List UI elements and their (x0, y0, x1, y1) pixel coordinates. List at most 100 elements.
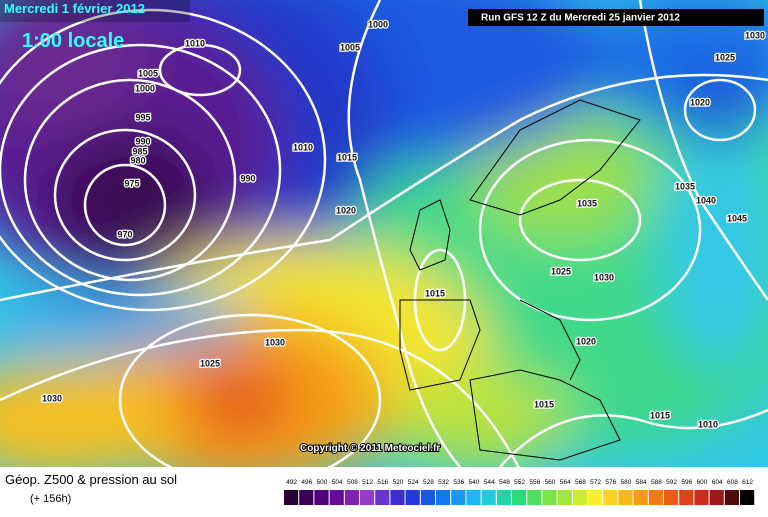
scale-cell (496, 490, 511, 505)
scale-cell (527, 490, 542, 505)
scale-label: 496 (301, 479, 312, 486)
scale-cell (618, 490, 633, 505)
copyright: Copyright © 2011 Meteociel.fr (300, 443, 440, 454)
scale-label: 500 (317, 479, 328, 486)
isobar-label: 1025 (715, 52, 735, 62)
scale-cell (664, 490, 679, 505)
scale-label: 508 (347, 479, 358, 486)
isobar-label: 1030 (594, 272, 614, 282)
scale-label: 580 (621, 479, 632, 486)
isobar-label: 980 (130, 155, 145, 165)
scale-label: 612 (742, 479, 753, 486)
date-box (0, 0, 190, 22)
scale-label: 568 (575, 479, 586, 486)
isobar-label: 1005 (138, 68, 158, 78)
isobar-label: 1005 (340, 42, 360, 52)
scale-cell (709, 490, 724, 505)
scale-label: 584 (636, 479, 647, 486)
isobar-label: 1015 (534, 399, 554, 409)
scale-label: 544 (484, 479, 495, 486)
isobar-label: 1045 (727, 213, 747, 223)
lead-time: (+ 156h) (30, 493, 71, 505)
scale-label: 536 (453, 479, 464, 486)
scale-cell (344, 490, 359, 505)
isobar-label: 1015 (337, 152, 357, 162)
isobar-label: 1025 (200, 358, 220, 368)
scale-cell (512, 490, 527, 505)
scale-cell (375, 490, 390, 505)
legend-title: Géop. Z500 & pression au sol (5, 472, 177, 487)
isobar-label: 1030 (265, 337, 285, 347)
scale-cell (588, 490, 603, 505)
date: Mercredi 1 février 2012 (4, 1, 145, 16)
scale-label: 608 (727, 479, 738, 486)
isobar-label: 995 (135, 112, 150, 122)
scale-label: 560 (545, 479, 556, 486)
isobar-label: 1015 (650, 410, 670, 420)
scale-cell (740, 490, 755, 505)
scale-cell (284, 490, 299, 505)
scale-cell (542, 490, 557, 505)
isobar-labels: 1010 100510001005100099599098598097597099… (41, 18, 767, 431)
scale-label: 516 (377, 479, 388, 486)
scale-cell (633, 490, 648, 505)
isobar-label: 1020 (576, 336, 596, 346)
isobar-label: 1000 (368, 19, 388, 29)
isobar-label: 990 (240, 173, 255, 183)
scale-cell (557, 490, 572, 505)
scale-cell (390, 490, 405, 505)
isobar-label: 1010 (698, 419, 718, 429)
time: 1:00 locale (22, 30, 124, 52)
isobar-label: 1000 (135, 83, 155, 93)
isobar-label: 985 (132, 146, 147, 156)
isobar-label: 1025 (551, 266, 571, 276)
isobar-label: 970 (117, 229, 132, 239)
scale-label: 596 (681, 479, 692, 486)
scale-label: 600 (697, 479, 708, 486)
scale-cell (679, 490, 694, 505)
coastlines (399, 99, 641, 461)
scale-label: 556 (529, 479, 540, 486)
scale-label: 564 (560, 479, 571, 486)
scale-label: 540 (469, 479, 480, 486)
scale-cell (466, 490, 481, 505)
scale-cell (481, 490, 496, 505)
scale-cell (436, 490, 451, 505)
isobar-label: 1035 (577, 198, 597, 208)
scale-cell (603, 490, 618, 505)
scale-label: 520 (393, 479, 404, 486)
isobar-label: 1020 (690, 97, 710, 107)
scale-label: 576 (605, 479, 616, 486)
scale-label: 552 (514, 479, 525, 486)
isobar-label: 990 (135, 136, 150, 146)
scale-cell (405, 490, 420, 505)
isobar-label: 1010 (185, 38, 205, 48)
scale-label: 524 (408, 479, 419, 486)
isobar-label: 1040 (696, 195, 716, 205)
scale-cell (572, 490, 587, 505)
scale-label: 572 (590, 479, 601, 486)
scale-label: 588 (651, 479, 662, 486)
isobar-label: 1030 (42, 393, 62, 403)
scale-label: 492 (286, 479, 297, 486)
scale-cell (360, 490, 375, 505)
color-scale: 492 496 500 504 508 512 516 520 524 528 532 536 540 5… (284, 479, 755, 505)
scale-label: 528 (423, 479, 434, 486)
scale-label: 504 (332, 479, 343, 486)
run-box (468, 9, 764, 26)
scale-cell (724, 490, 739, 505)
scale-cell (314, 490, 329, 505)
isobar-label: 975 (124, 178, 139, 188)
run: Run GFS 12 Z du Mercredi 25 janvier 2012 (481, 13, 680, 24)
scale-cell (694, 490, 709, 505)
isobar-label: 1035 (675, 181, 695, 191)
scale-label: 548 (499, 479, 510, 486)
scale-label: 532 (438, 479, 449, 486)
scale-cell (299, 490, 314, 505)
scale-label: 512 (362, 479, 373, 486)
field (0, 0, 768, 467)
scale-cell (420, 490, 435, 505)
scale-cell (648, 490, 663, 505)
scale-label: 592 (666, 479, 677, 486)
